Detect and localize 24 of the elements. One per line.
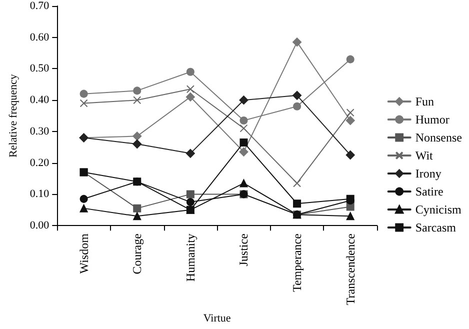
x-tick-label: Humanity [183,234,198,282]
x-tick-label: Wisdom [76,232,91,274]
y-tick-label: 0.30 [30,125,50,138]
legend-label: Cynicism [415,202,462,216]
x-axis-title: Virtue [203,312,231,324]
y-tick-label: 0.00 [30,220,50,232]
y-tick-label: 0.40 [30,94,50,106]
y-tick-label: 0.70 [30,0,50,12]
legend-label: Humor [415,112,450,126]
y-tick-label: 0.50 [30,62,50,75]
y-tick-label: 0.60 [30,31,50,44]
x-tick-label: Courage [130,234,144,274]
legend-label: Fun [415,94,434,108]
legend-label: Sarcasm [415,220,457,234]
legend-label: Satire [415,184,444,198]
y-tick-label: 0.10 [30,188,50,200]
x-tick-label: Temperance [290,234,304,292]
legend-label: Nonsense [415,130,462,144]
legend-label: Wit [415,148,434,162]
y-tick-label: 0.20 [30,156,50,169]
x-tick-label: Justice [236,234,251,266]
x-tick-label: Transcendence [343,234,358,306]
legend-label: Irony [415,166,442,180]
y-axis-title: Relative frequency [8,74,20,158]
